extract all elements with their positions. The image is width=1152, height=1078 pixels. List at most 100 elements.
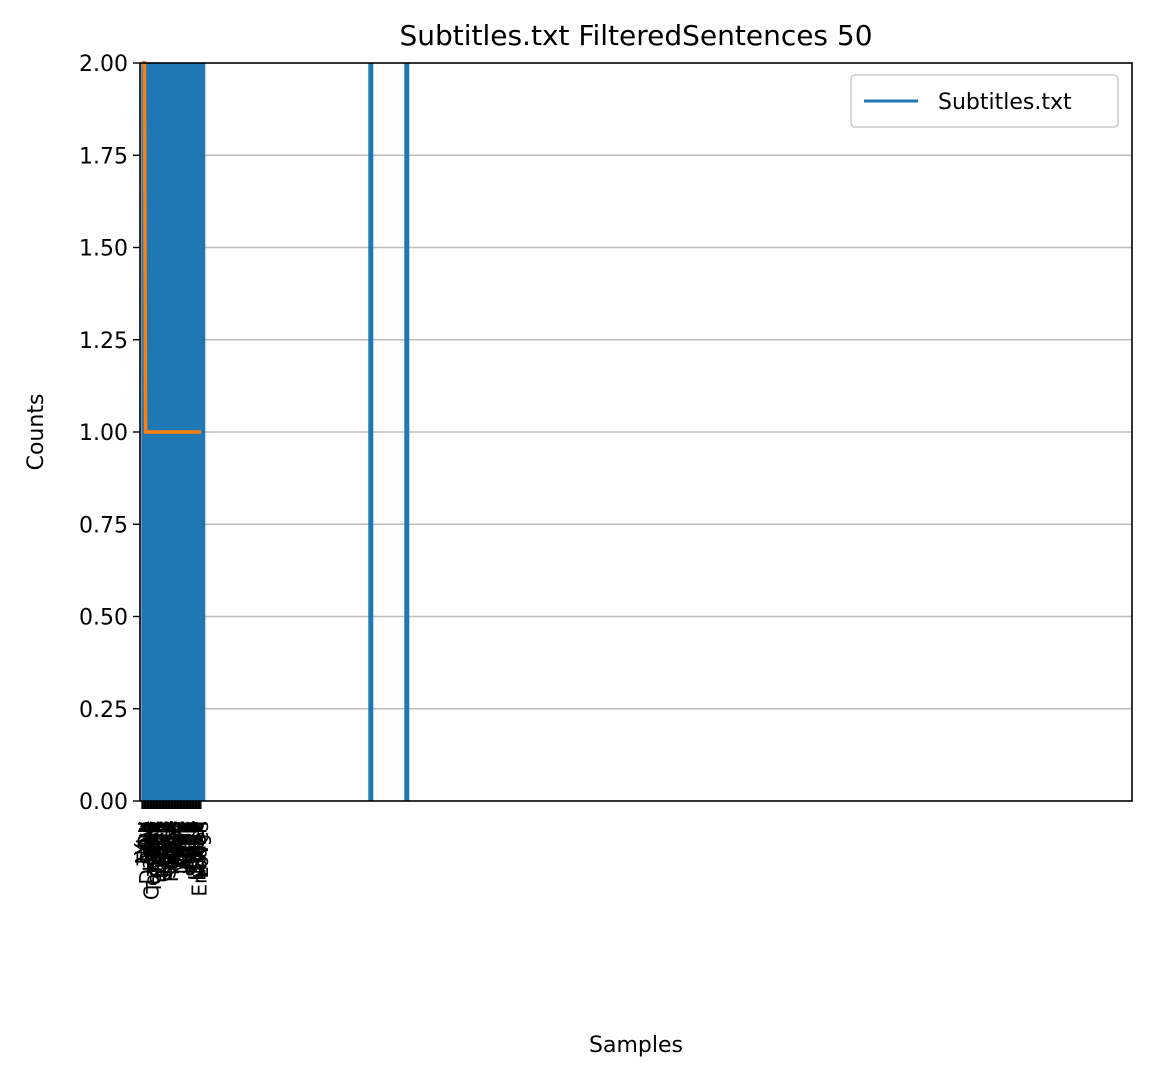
x-tick-label: Sing (137, 821, 161, 865)
x-tick-label: Spin (136, 821, 160, 865)
x-tick-label: Shine (182, 821, 206, 877)
series-point (156, 431, 159, 433)
series-point (182, 431, 184, 433)
y-tick-label: 1.75 (79, 144, 128, 169)
x-tick-label: Bring (147, 821, 171, 874)
series-point (166, 431, 168, 433)
x-tick-label: Touch (160, 821, 184, 879)
x-tick-label: Check (152, 821, 176, 883)
series-point (159, 431, 161, 433)
series-point (197, 431, 200, 433)
x-tick-label: Jump (138, 821, 162, 874)
y-tick-label: 0.75 (79, 513, 128, 538)
x-tick-label: Now (131, 821, 155, 865)
x-tick-label: Shout (156, 821, 180, 879)
x-tick-label: Walk (149, 821, 173, 869)
x-tick-label: Loves (189, 821, 213, 879)
series-point (161, 431, 164, 433)
series-point (150, 431, 153, 433)
series-point (153, 431, 155, 433)
series-point (162, 431, 165, 433)
y-tick-label: 1.00 (79, 421, 128, 446)
x-tick-label: Play (173, 821, 197, 863)
series-point (183, 431, 185, 433)
x-tick-label: Lead (178, 821, 202, 869)
series-point (174, 431, 177, 433)
series-point (200, 431, 202, 433)
x-tick-label: Enter (185, 820, 209, 874)
series-point (195, 431, 197, 433)
x-tick-label: Listen (186, 821, 210, 881)
series-point (196, 431, 198, 433)
series-point (178, 431, 180, 433)
x-tick-label: Come (146, 821, 170, 879)
series-point (155, 431, 158, 433)
series-point (149, 431, 152, 433)
series-point (194, 431, 196, 433)
x-tick-label: Think (143, 821, 167, 877)
x-tick-label: Start (164, 821, 188, 870)
series-point (186, 431, 189, 433)
series-point (177, 431, 179, 433)
x-tick-label: You (130, 821, 154, 856)
x-tick-label: Clap (155, 821, 179, 865)
x-tick-label: Open (148, 821, 172, 874)
series-point (165, 431, 167, 433)
y-tick-label: 0.00 (79, 790, 128, 815)
series-point (147, 431, 149, 433)
x-tick-label: The (141, 821, 165, 859)
series-point (188, 431, 190, 433)
series-point (172, 431, 174, 433)
x-tick-label: Move (170, 821, 194, 875)
x-tick-label: Write (179, 821, 203, 874)
y-tick-label: 1.50 (79, 237, 128, 262)
series-point (152, 431, 154, 433)
series-point (144, 431, 147, 433)
legend-box (850, 74, 1119, 128)
y-tick-label: 0.25 (79, 698, 128, 723)
x-tick-label: Look (168, 821, 192, 868)
y-axis-label: Counts (24, 394, 49, 471)
x-tick-label: Every (153, 821, 177, 878)
series-point (179, 431, 182, 433)
x-tick-label: Hold (150, 821, 174, 867)
series-point (146, 431, 148, 433)
x-tick-label: Smile (183, 821, 207, 877)
x-tick-label: Yes (144, 821, 168, 854)
x-tick-label: Wait (174, 821, 198, 865)
legend: Subtitles.txt (850, 74, 1119, 128)
x-tick-label: Fall (167, 821, 191, 854)
series-point (167, 431, 170, 433)
x-tick-label: Light (158, 821, 182, 871)
series-point (171, 431, 173, 433)
x-tick-label: Enough (188, 821, 212, 897)
y-tick-label: 2.00 (79, 52, 128, 77)
x-tick-label: Dance (135, 821, 159, 885)
y-axis: 0.00 0.25 0.50 0.75 1.00 1.25 1.50 1.75 2.00 (79, 52, 140, 815)
x-tick-label: Call (172, 821, 196, 858)
series-point (185, 431, 188, 433)
y-tick-label: 0.50 (79, 606, 128, 631)
grid-layer (140, 154, 1132, 710)
series-point (192, 431, 195, 433)
x-tick-label: Rise (166, 821, 190, 863)
series-point (184, 431, 186, 433)
x-tick-label: Join (177, 821, 201, 859)
series-layer (141, 61, 202, 434)
x-tick-label: Convert (140, 821, 164, 900)
x-axis-label: Samples (589, 1033, 683, 1058)
series-point (164, 431, 166, 433)
x-tick-label: Do (134, 821, 158, 849)
x-tick-label: Read (180, 821, 204, 871)
series-point (173, 431, 176, 433)
x-tick-label: Keep (176, 821, 200, 870)
series-point (170, 431, 172, 433)
x-tick-label: Hear (162, 820, 186, 869)
series-point (189, 431, 191, 433)
x-tick-label: Leave (184, 821, 208, 881)
y-tick-label: 1.25 (79, 329, 128, 354)
x-tick-label: Run (171, 821, 195, 859)
series-point (158, 431, 160, 433)
x-tick-label: Feel (161, 821, 185, 862)
